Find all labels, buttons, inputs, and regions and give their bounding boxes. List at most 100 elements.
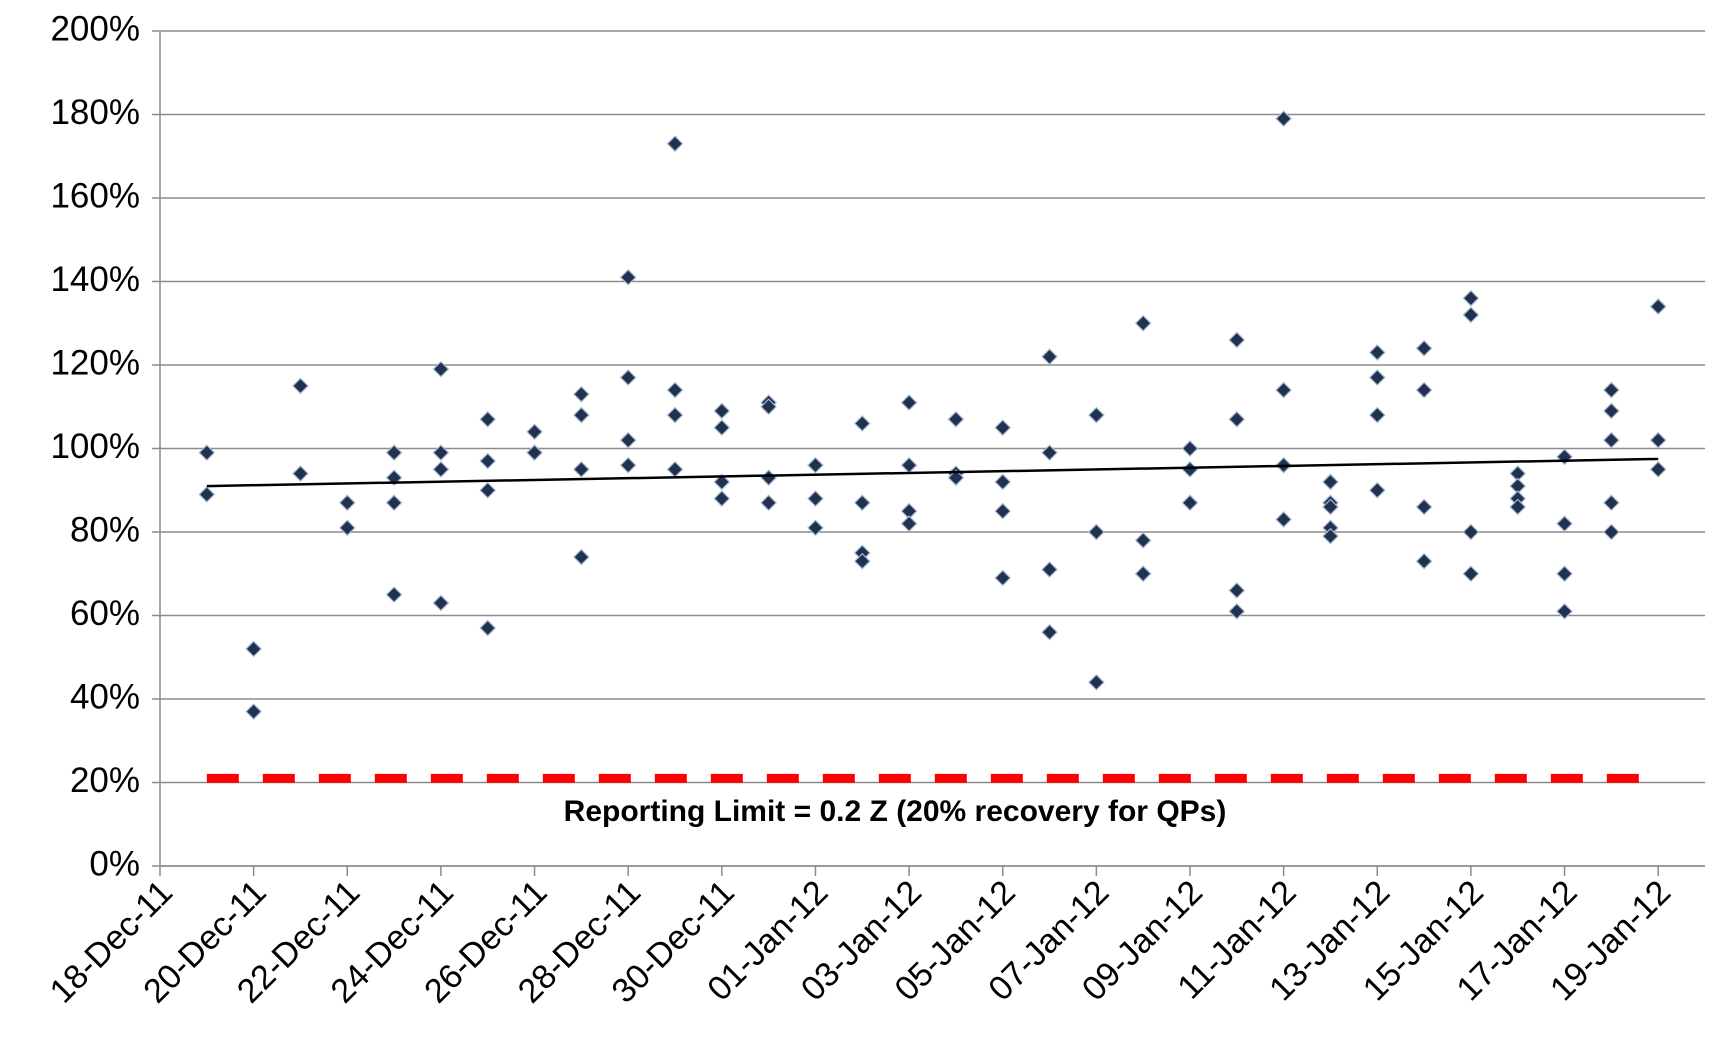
data-point — [1509, 498, 1527, 516]
data-point — [900, 394, 918, 411]
data-point — [432, 360, 450, 378]
data-point — [1603, 402, 1620, 420]
data-point — [1556, 565, 1573, 583]
data-point — [292, 377, 309, 395]
data-point — [1415, 498, 1433, 516]
data-point — [619, 431, 637, 449]
data-point — [619, 456, 637, 474]
data-point — [994, 419, 1012, 436]
y-tick-label: 20% — [70, 761, 140, 800]
data-point — [1228, 410, 1246, 428]
data-point — [807, 519, 824, 537]
data-point — [713, 490, 731, 507]
data-point — [1415, 339, 1433, 357]
data-point — [994, 502, 1012, 520]
data-point — [479, 481, 497, 499]
data-point — [1041, 348, 1058, 365]
annotation: Reporting Limit = 0.2 Z (20% recovery fo… — [564, 795, 1227, 828]
data-point — [1368, 369, 1386, 386]
data-point — [1134, 565, 1152, 583]
data-point — [432, 594, 450, 612]
data-point — [526, 423, 543, 441]
data-point — [1556, 448, 1573, 466]
trend-line — [206, 457, 1659, 488]
data-point — [573, 461, 590, 478]
data-point — [1322, 498, 1339, 516]
y-tick-label: 160% — [50, 176, 140, 215]
data-point — [853, 494, 871, 512]
data-point — [1368, 406, 1386, 424]
data-point — [1181, 461, 1199, 478]
data-point — [573, 548, 590, 566]
data-point — [619, 369, 637, 386]
data-point — [1556, 602, 1573, 620]
data-point — [666, 406, 684, 424]
data-point — [292, 465, 309, 482]
data-point — [666, 135, 684, 153]
data-point — [245, 703, 262, 720]
data-point — [1649, 431, 1667, 449]
data-point — [385, 444, 403, 462]
data-point — [198, 486, 216, 503]
data-point — [1462, 565, 1480, 583]
data-point — [1088, 406, 1105, 424]
data-point — [1603, 431, 1620, 449]
data-point — [1134, 314, 1152, 332]
data-point — [1275, 110, 1292, 128]
data-point — [1322, 527, 1339, 545]
data-point — [666, 461, 684, 478]
data-point — [1462, 523, 1480, 541]
data-point — [1603, 494, 1620, 512]
y-tick-label: 80% — [70, 510, 140, 549]
data-point — [760, 469, 777, 487]
data-point — [1134, 532, 1152, 549]
data-point — [1649, 461, 1667, 478]
data-point — [760, 494, 777, 512]
data-point — [1228, 331, 1246, 349]
data-point — [432, 461, 450, 478]
data-point — [1556, 515, 1573, 532]
data-point — [1368, 481, 1386, 499]
y-tick-label: 120% — [50, 343, 140, 382]
data-point — [479, 619, 497, 637]
data-point — [1603, 381, 1620, 399]
data-point — [479, 410, 497, 428]
data-point — [1462, 289, 1480, 307]
data-point — [245, 640, 262, 658]
y-tick-label: 140% — [50, 260, 140, 299]
data-point — [760, 398, 777, 416]
data-point — [853, 552, 871, 570]
data-point — [1415, 381, 1433, 399]
data-point — [619, 268, 637, 286]
data-point — [900, 456, 918, 474]
data-point — [713, 473, 731, 491]
data-point — [1228, 582, 1246, 599]
data-point — [807, 456, 824, 474]
y-tick-label: 100% — [50, 427, 140, 466]
y-tick-label: 200% — [50, 9, 140, 48]
data-point — [994, 569, 1012, 587]
data-point — [1088, 673, 1105, 691]
data-point — [713, 419, 731, 436]
y-tick-label: 60% — [70, 594, 140, 633]
data-point — [1088, 523, 1105, 541]
data-point — [573, 406, 590, 424]
data-point — [573, 385, 590, 403]
data-point — [947, 469, 965, 487]
data-point — [1322, 473, 1339, 491]
data-point — [198, 444, 216, 462]
data-point — [1181, 440, 1199, 457]
data-point — [1649, 298, 1667, 315]
data-point — [1228, 602, 1246, 620]
data-point — [1368, 344, 1386, 361]
data-point — [385, 586, 403, 603]
data-point — [807, 490, 824, 507]
y-tick-label: 180% — [50, 93, 140, 132]
data-point — [1415, 552, 1433, 570]
data-point — [1041, 561, 1058, 578]
data-point — [1462, 306, 1480, 324]
data-point — [853, 415, 871, 432]
data-point — [947, 410, 965, 428]
data-point — [1041, 444, 1058, 462]
